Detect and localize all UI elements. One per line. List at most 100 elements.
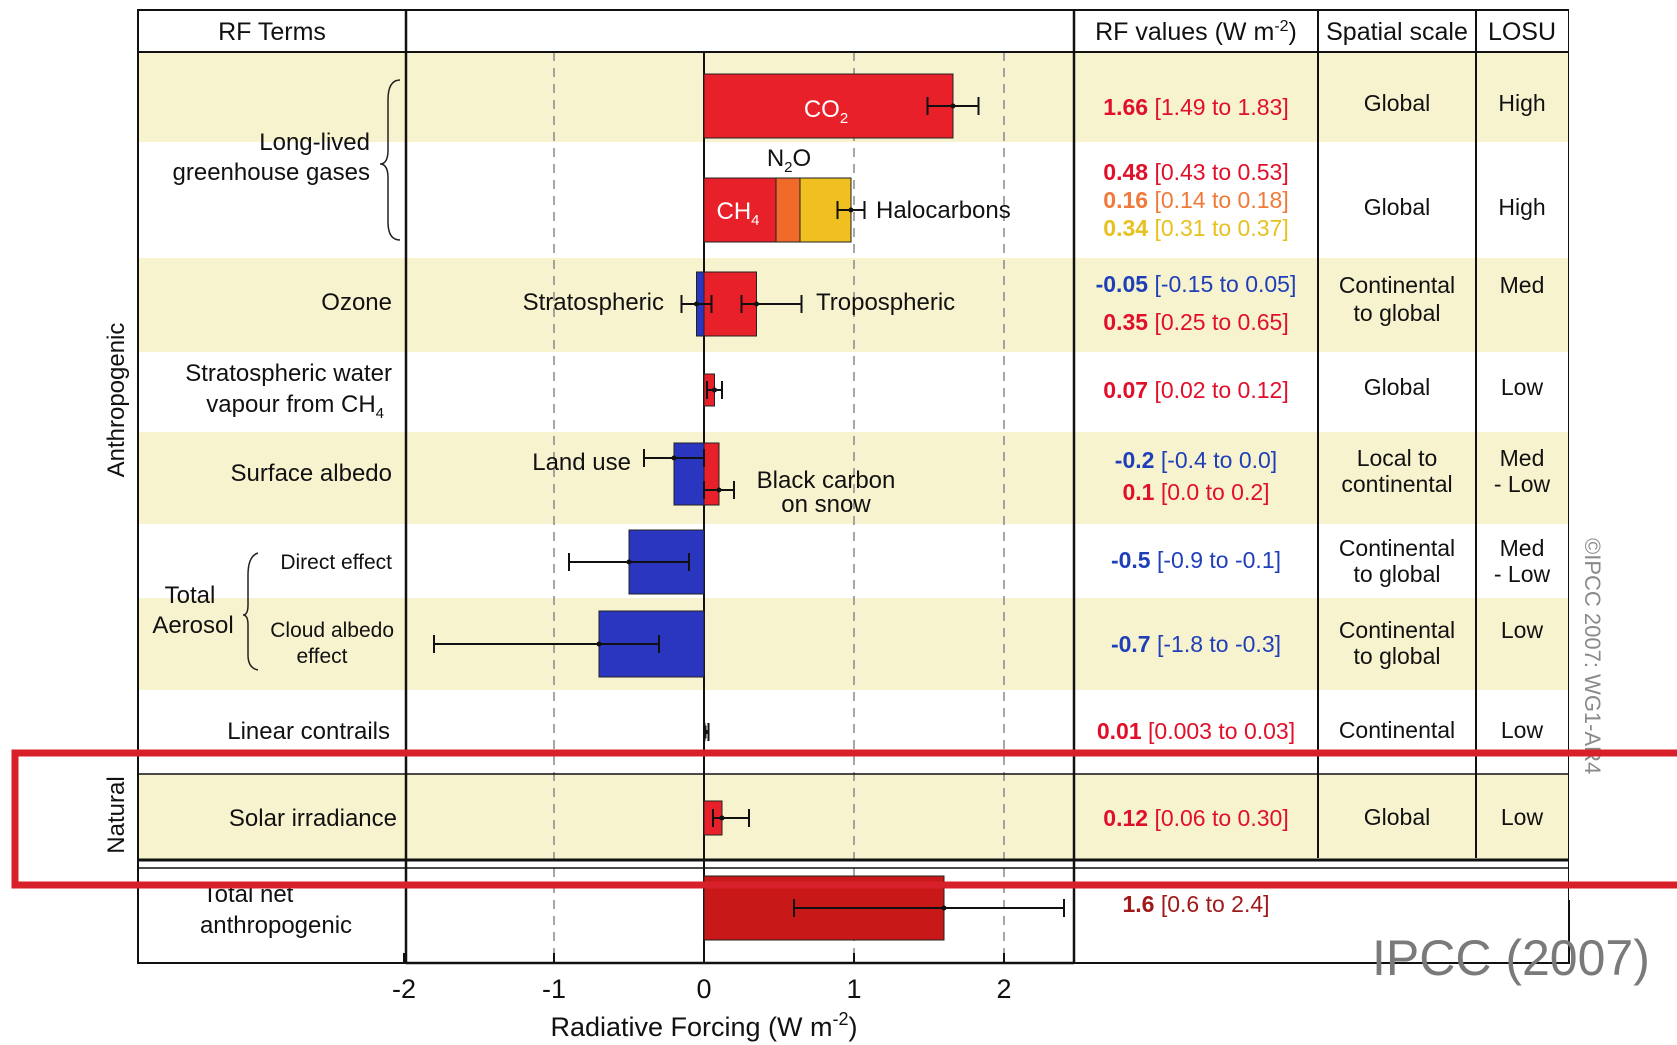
citation: IPCC (2007) [1372,930,1650,986]
rf-value: 0.1 [0.0 to 0.2] [1122,479,1269,505]
error-center [719,815,725,821]
tick-label: 1 [846,974,861,1004]
rf-value-best: -0.7 [1111,631,1157,657]
label-long-lived-2: greenhouse gases [173,159,370,186]
error-center [941,905,947,911]
natural-highlight-box [11,749,1677,889]
bar-label-halocarbons: Halocarbons [876,197,1011,224]
error-center [848,207,854,213]
rf-value-range: [0.0 to 0.2] [1161,479,1270,505]
rf-value-best: 0.16 [1103,187,1154,213]
losu-value: Med [1500,535,1545,561]
header-rf-terms: RF Terms [218,18,326,46]
bar-ch4 [703,177,777,243]
rf-value-range: [0.003 to 0.03] [1148,718,1295,744]
rf-value-range: [-0.9 to -0.1] [1157,547,1281,573]
rf-value-range: [0.6 to 2.4] [1161,891,1270,917]
watermark: ©IPCC 2007: WG1-AR4 [1580,538,1605,774]
label-linear-contrails: Linear contrails [227,718,390,745]
tick-label: 2 [996,974,1011,1004]
losu-value: High [1498,90,1545,116]
row-band [138,258,1569,352]
group-anthropogenic: Anthropogenic [103,323,130,478]
rf-value-best: 0.12 [1103,805,1154,831]
spatial-scale-value: to global [1354,643,1441,669]
error-center [754,301,759,307]
spatial-scale-value: Continental [1339,272,1455,298]
label-strat-water-2: vapour from CH4 [206,391,384,422]
rf-value: 1.66 [1.49 to 1.83] [1103,94,1288,120]
rf-value-range: [0.31 to 0.37] [1154,215,1288,241]
spatial-scale-value: Continental [1339,717,1455,743]
bar-land-use [673,442,705,506]
label-surface-albedo: Surface albedo [231,460,392,487]
rf-value-range: [0.02 to 0.12] [1154,377,1288,403]
label-solar-irradiance: Solar irradiance [229,805,397,832]
spatial-scale-value: to global [1354,561,1441,587]
bar-co2 [703,73,954,139]
spatial-scale-value: Local to [1357,445,1438,471]
error-center [950,103,956,109]
label-total-aerosol-2: Aerosol [152,612,233,639]
losu-value: - Low [1494,561,1551,587]
bar-label-ch4: CH4 [716,198,759,229]
header-rf-values: RF values (W m-2) [1095,18,1297,46]
rf-value: -0.05 [-0.15 to 0.05] [1096,271,1297,297]
rf-value-best: 1.66 [1103,94,1154,120]
bar-label-co2: CO2 [804,96,848,127]
rf-value-best: -0.05 [1096,271,1155,297]
tick-label: -1 [542,974,566,1004]
rf-value: 0.07 [0.02 to 0.12] [1103,377,1288,403]
losu-value: Low [1501,717,1544,743]
rf-value-range: [-0.15 to 0.05] [1154,271,1296,297]
label-cloud-albedo-1: Cloud albedo [270,619,394,642]
label-total-net-2: anthropogenic [200,912,352,939]
header-spatial-scale: Spatial scale [1326,18,1468,46]
spatial-scale-value: Global [1364,374,1430,400]
rf-value-range: [0.25 to 0.65] [1154,309,1288,335]
bar-n2o [775,177,801,243]
rf-value-best: 0.48 [1103,159,1154,185]
rf-value-best: 0.1 [1122,479,1160,505]
rf-value: 0.34 [0.31 to 0.37] [1103,215,1288,241]
x-axis-label: Radiative Forcing (W m-2) [550,1009,857,1042]
spatial-scale-value: Continental [1339,535,1455,561]
spatial-scale-value: to global [1354,300,1441,326]
rf-value: -0.5 [-0.9 to -0.1] [1111,547,1281,573]
rf-value-best: 0.35 [1103,309,1154,335]
error-center [626,559,632,565]
header-losu: LOSU [1488,18,1556,46]
rf-value: 0.48 [0.43 to 0.53] [1103,159,1288,185]
rf-value-best: 0.34 [1103,215,1154,241]
rf-value: 0.35 [0.25 to 0.65] [1103,309,1288,335]
bar-label-black-carbon-2: on snow [781,491,871,518]
rf-value-best: 0.01 [1097,718,1148,744]
rf-value-range: [0.14 to 0.18] [1154,187,1288,213]
error-center [703,729,708,735]
losu-value: Med [1500,445,1545,471]
error-center [716,487,722,493]
label-total-aerosol-1: Total [165,582,216,609]
error-center [596,641,602,647]
brace-total-aerosol [242,552,259,671]
bar-black-carbon-on-snow [703,442,720,506]
rf-value: 0.16 [0.14 to 0.18] [1103,187,1288,213]
tick-label: 0 [696,974,711,1004]
rf-value: 0.12 [0.06 to 0.30] [1103,805,1288,831]
spatial-scale-value: Continental [1339,617,1455,643]
rf-value: -0.2 [-0.4 to 0.0] [1115,447,1277,473]
rf-value: 0.01 [0.003 to 0.03] [1097,718,1295,744]
bar-label-land-use: Land use [532,449,631,476]
rf-value-range: [-1.8 to -0.3] [1157,631,1281,657]
losu-value: Low [1501,374,1544,400]
brace-long-lived [379,79,401,241]
bar-label-n2o: N2O [767,145,811,176]
rf-value-range: [-0.4 to 0.0] [1161,447,1277,473]
losu-value: High [1498,194,1545,220]
rf-value-range: [0.06 to 0.30] [1154,805,1288,831]
spatial-scale-value: Global [1364,90,1430,116]
rf-value-best: 1.6 [1122,891,1160,917]
